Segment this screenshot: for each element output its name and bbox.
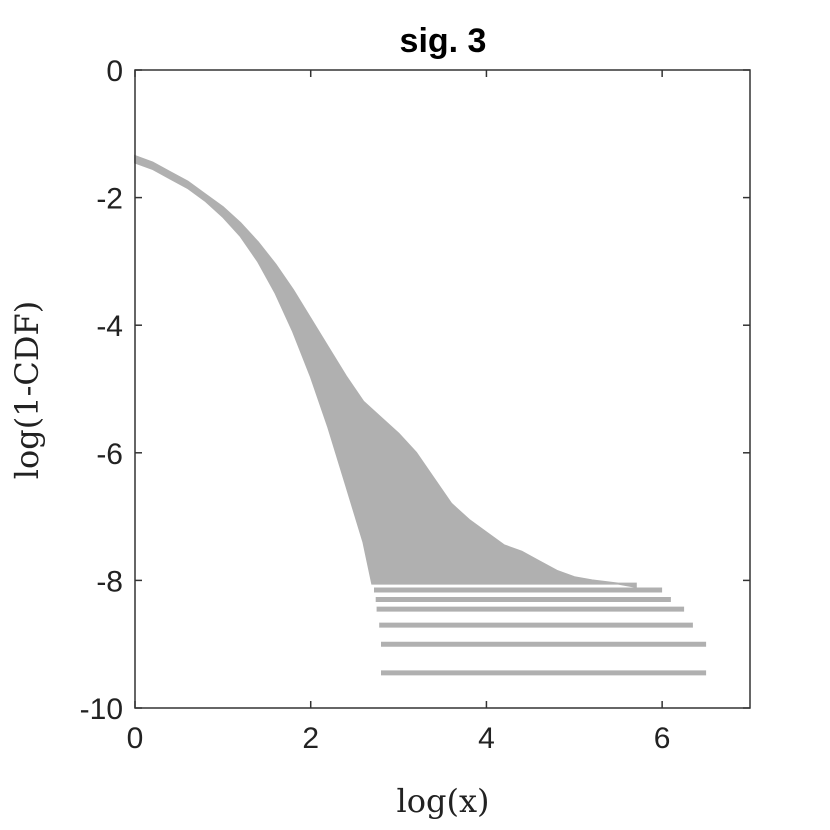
y-tick-label: -2 xyxy=(96,183,123,216)
y-tick-label: 0 xyxy=(106,55,123,88)
x-tick-label: 6 xyxy=(654,722,671,755)
y-tick-label: -8 xyxy=(96,565,123,598)
series-area-0 xyxy=(134,154,637,588)
axes: 0 2 4 6 0 -2 -4 -6 -8 -10 xyxy=(80,55,751,755)
x-tick-label: 2 xyxy=(302,722,319,755)
plot-frame xyxy=(134,69,751,709)
x-tick-label: 4 xyxy=(478,722,495,755)
x-axis-label: log(x) xyxy=(397,782,490,820)
x-tick-label: 0 xyxy=(127,722,144,755)
plot-area xyxy=(134,154,707,676)
y-axis-label: log(1-CDF) xyxy=(8,301,46,479)
y-tick-label: -6 xyxy=(96,438,123,471)
chart-title: sig. 3 xyxy=(400,22,487,60)
y-tick-label: -4 xyxy=(96,310,123,343)
y-tick-label: -10 xyxy=(80,693,123,726)
